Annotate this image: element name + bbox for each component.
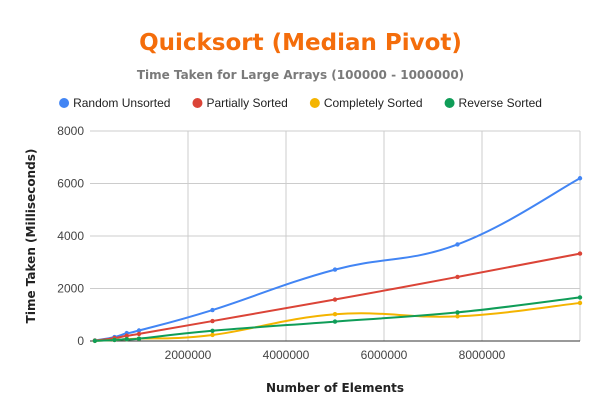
x-tick-label: 6000000 — [361, 348, 408, 362]
series-line-partially-sorted — [93, 252, 581, 342]
legend-label: Partially Sorted — [206, 96, 287, 110]
data-point-reverse-sorted — [577, 295, 583, 300]
legend-item-reverse-sorted[interactable]: Reverse Sorted — [444, 96, 542, 110]
y-axis-ticks: 0 2000 4000 6000 8000 — [57, 124, 84, 348]
data-point-completely-sorted — [577, 300, 583, 306]
data-point-completely-sorted — [455, 314, 460, 319]
y-tick-label: 4000 — [57, 229, 84, 243]
data-point-partially-sorted — [136, 331, 142, 337]
data-point-reverse-sorted — [112, 337, 117, 343]
chart-subtitle: Time Taken for Large Arrays (100000 - 10… — [137, 68, 464, 82]
legend-label: Completely Sorted — [324, 96, 423, 110]
series-points — [92, 176, 583, 344]
legend-item-partially-sorted[interactable]: Partially Sorted — [192, 96, 288, 110]
data-point-partially-sorted — [455, 274, 460, 280]
data-point-reverse-sorted — [455, 310, 460, 315]
data-point-reverse-sorted — [210, 328, 215, 333]
chart-title: Quicksort (Median Pivot) — [139, 30, 462, 56]
legend-marker — [59, 98, 70, 108]
data-point-reverse-sorted — [332, 319, 338, 324]
data-point-random-unsorted — [332, 267, 338, 272]
legend-label: Random Unsorted — [73, 96, 170, 110]
data-point-reverse-sorted — [124, 336, 129, 342]
series-lines — [93, 177, 581, 342]
y-tick-label: 6000 — [57, 177, 84, 191]
data-point-random-unsorted — [577, 176, 583, 181]
y-axis-label: Time Taken (Milliseconds) — [24, 149, 38, 324]
y-tick-label: 2000 — [57, 282, 84, 296]
data-point-partially-sorted — [210, 318, 215, 324]
data-point-random-unsorted — [136, 328, 142, 333]
legend-label: Reverse Sorted — [459, 96, 542, 110]
data-point-partially-sorted — [332, 297, 338, 302]
legend-item-random-unsorted[interactable]: Random Unsorted — [59, 96, 170, 110]
legend: Random Unsorted Partially Sorted Completel… — [59, 96, 542, 110]
x-axis-ticks: 2000000 4000000 6000000 8000000 — [165, 348, 506, 362]
data-point-reverse-sorted — [92, 338, 98, 344]
series-line-reverse-sorted — [93, 296, 581, 342]
data-point-completely-sorted — [210, 332, 215, 338]
data-point-partially-sorted — [577, 251, 583, 256]
data-point-random-unsorted — [210, 307, 215, 313]
grid — [90, 130, 581, 342]
data-point-random-unsorted — [455, 242, 460, 247]
x-axis-label: Number of Elements — [266, 381, 404, 395]
legend-marker — [444, 98, 455, 108]
x-tick-label: 2000000 — [165, 348, 212, 362]
data-point-partially-sorted — [124, 333, 129, 338]
y-tick-label: 0 — [77, 334, 84, 348]
series-line-random-unsorted — [93, 177, 581, 342]
legend-marker — [192, 98, 203, 108]
y-tick-label: 8000 — [57, 124, 84, 138]
data-point-completely-sorted — [332, 312, 338, 317]
x-tick-label: 4000000 — [263, 348, 310, 362]
legend-marker — [309, 98, 320, 108]
legend-item-completely-sorted[interactable]: Completely Sorted — [309, 96, 423, 110]
data-point-reverse-sorted — [136, 336, 142, 341]
x-tick-label: 8000000 — [459, 348, 506, 362]
